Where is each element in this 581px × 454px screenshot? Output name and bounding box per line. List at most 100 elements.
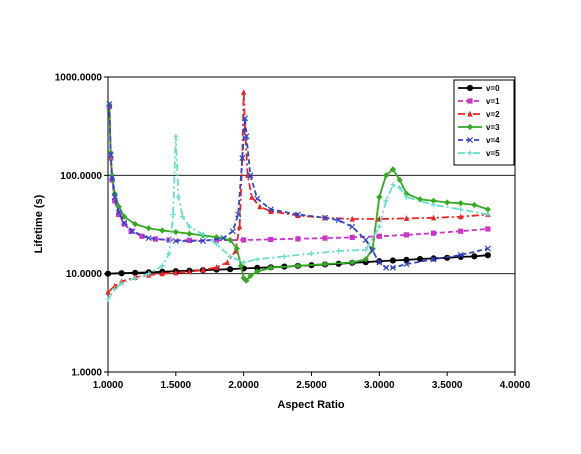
data-point-v4 [115, 209, 122, 216]
data-point-v1 [128, 228, 134, 234]
data-point-v2 [112, 282, 118, 289]
data-point-v2 [213, 264, 220, 270]
data-point-v4 [430, 256, 437, 263]
data-point-v4 [294, 211, 301, 218]
data-point-v3 [484, 206, 491, 213]
legend-marker-v3 [466, 123, 474, 131]
data-point-v5 [146, 271, 152, 277]
axis-ticks: 1.0000 10.0000 100.0000 1000.0000 1.0000 1.50… [55, 73, 531, 392]
data-point-v3 [389, 166, 396, 173]
series-v5 [105, 133, 491, 302]
data-point-v2 [224, 259, 230, 266]
legend-marker-v4 [466, 136, 474, 144]
legend-label-v1: v=1 [486, 97, 500, 106]
legend-entry-v3: v=3 [458, 123, 500, 132]
data-point-v4 [369, 247, 376, 255]
data-point-v3 [383, 172, 390, 179]
data-point-v0 [104, 270, 112, 277]
data-point-v3 [247, 272, 254, 279]
data-point-v3 [132, 220, 139, 228]
plot-area [107, 76, 516, 373]
data-point-v3 [267, 264, 274, 271]
data-point-v5 [281, 253, 287, 259]
data-point-v5 [112, 286, 118, 292]
data-point-v3 [294, 262, 302, 269]
data-point-v5 [186, 224, 192, 230]
legend-label-v5: v=5 [486, 149, 500, 158]
data-point-v4 [199, 237, 206, 245]
data-point-v4 [389, 264, 396, 271]
legend-label-v4: v=4 [486, 136, 500, 145]
data-point-v5 [458, 206, 464, 213]
data-point-v5 [308, 250, 315, 257]
y-tick-label: 1000.0000 [55, 73, 103, 84]
data-point-v4 [121, 219, 128, 226]
legend-marker-v2 [467, 110, 473, 117]
data-point-v5 [105, 296, 111, 302]
data-point-v5 [175, 194, 182, 200]
data-point-v2 [349, 215, 355, 222]
data-point-v3 [243, 277, 250, 284]
data-point-v4 [220, 235, 227, 242]
data-point-v2 [257, 203, 263, 210]
data-point-v5 [241, 259, 247, 266]
data-point-v0 [484, 252, 491, 259]
data-point-v5 [336, 248, 342, 254]
x-tick-label: 3.5000 [432, 380, 463, 391]
y-tick-label: 10.0000 [66, 269, 103, 280]
data-point-v2 [431, 214, 437, 221]
legend-box [453, 79, 515, 166]
data-point-v5 [431, 202, 437, 208]
data-point-v1 [403, 232, 410, 238]
data-point-v4 [362, 236, 369, 244]
data-point-v5 [180, 214, 186, 220]
data-point-v4 [403, 261, 410, 268]
data-point-v3 [457, 200, 464, 207]
data-point-v2 [458, 213, 464, 220]
legend-entry-v0: v=0 [458, 84, 500, 93]
data-point-v4 [229, 228, 236, 235]
legend-marker-v1 [467, 98, 473, 104]
data-point-v5 [166, 250, 172, 257]
data-point-v5 [397, 185, 403, 191]
legend-label-v2: v=2 [486, 110, 500, 119]
data-point-v4 [109, 174, 116, 181]
data-point-v1 [322, 235, 328, 241]
data-point-v3 [349, 259, 356, 266]
data-point-v2 [159, 270, 165, 277]
data-point-v2 [249, 193, 255, 200]
data-point-v1 [458, 228, 464, 234]
data-point-v5 [403, 194, 410, 200]
data-point-v2 [173, 269, 179, 276]
legend-marker-v0 [466, 84, 474, 92]
data-point-v5 [227, 253, 233, 259]
data-point-v4 [376, 259, 383, 266]
data-point-v2 [403, 215, 410, 221]
data-point-v3 [227, 236, 234, 244]
data-point-v0 [416, 255, 424, 263]
data-point-v1 [376, 233, 382, 239]
data-point-v5 [159, 263, 165, 269]
data-point-v5 [383, 198, 389, 204]
legend-label-v0: v=0 [486, 84, 500, 93]
series-line-v2 [107, 92, 488, 293]
data-point-v3 [159, 227, 166, 234]
data-point-v4 [145, 235, 152, 242]
data-point-v4 [106, 101, 113, 108]
data-point-v0 [471, 253, 478, 260]
data-point-v1 [139, 233, 145, 239]
data-point-v3 [108, 172, 116, 179]
data-point-v5 [132, 275, 138, 281]
legend-entry-v4: v=4 [458, 136, 500, 145]
x-tick-label: 2.0000 [228, 380, 259, 391]
y-axis-label: Lifetime (s) [33, 194, 45, 253]
data-point-v2 [200, 266, 206, 273]
data-point-v3 [237, 262, 245, 269]
legend-marker-v5 [467, 150, 473, 156]
data-point-v5 [485, 211, 491, 218]
legend-entry-v1: v=1 [458, 97, 500, 106]
data-point-v0 [118, 270, 125, 277]
legend-entries: v=0 v=1 v=2 v=3 v=4 v=5 [458, 84, 500, 158]
